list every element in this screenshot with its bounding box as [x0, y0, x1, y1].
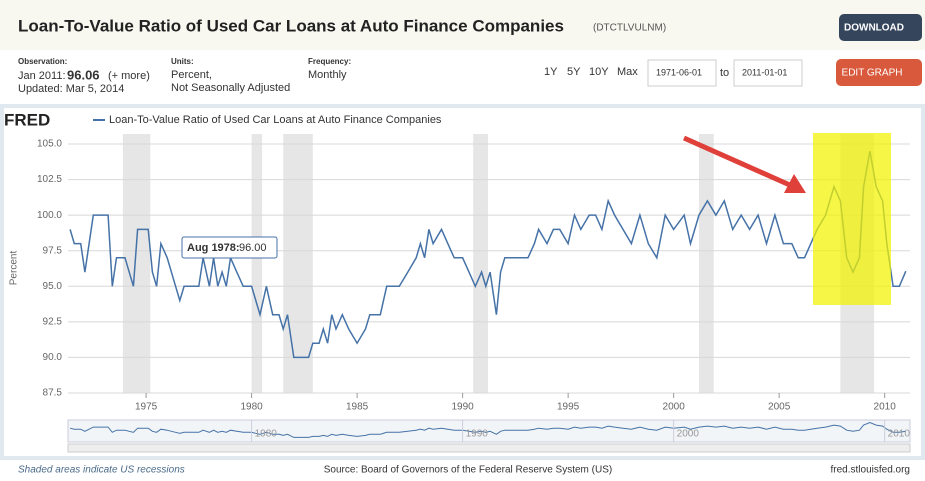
- x-tick-label: 1975: [135, 402, 158, 413]
- title: Loan-To-Value Ratio of Used Car Loans at…: [18, 16, 564, 35]
- y-tick-label: 92.5: [43, 316, 63, 327]
- range-link[interactable]: Max: [617, 66, 638, 78]
- source: Source: Board of Governors of the Federa…: [324, 465, 612, 476]
- start-input[interactable]: [647, 59, 717, 87]
- arrow: [682, 135, 794, 189]
- series-id: (DTCTLVULNM): [593, 23, 666, 34]
- header-bar: [0, 0, 925, 50]
- recession-band: [698, 134, 714, 393]
- recession-note: Shaded areas indicate US recessions: [18, 465, 185, 476]
- navigator[interactable]: [67, 419, 911, 443]
- recession-band: [251, 134, 263, 393]
- arrow-head: [784, 174, 806, 193]
- end-input[interactable]: [733, 59, 803, 87]
- frequency: Monthly: [308, 69, 347, 81]
- y-tick-label: 87.5: [43, 388, 63, 399]
- tooltip: [181, 236, 278, 259]
- edit-graph-label[interactable]: EDIT GRAPH: [842, 68, 903, 79]
- frequency-label: Frequency:: [308, 57, 351, 66]
- units: Percent,: [171, 69, 212, 81]
- units-label: Units:: [171, 57, 194, 66]
- tooltip-date: Aug 1978:: [187, 242, 240, 254]
- scrollbar[interactable]: [67, 443, 911, 453]
- x-tick-label: 2010: [874, 402, 897, 413]
- recession-band: [473, 134, 488, 393]
- download-button[interactable]: [839, 14, 922, 41]
- to-label: to: [720, 67, 729, 79]
- range-link[interactable]: 5Y: [567, 66, 581, 78]
- start-date[interactable]: 1971-06-01: [656, 67, 702, 77]
- x-tick-label: 1980: [240, 402, 263, 413]
- x-tick-label: 2000: [663, 402, 686, 413]
- y-tick-label: 105.0: [37, 139, 62, 150]
- y-tick-label: 90.0: [43, 352, 63, 363]
- legend-label: Loan-To-Value Ratio of Used Car Loans at…: [109, 114, 442, 126]
- x-tick-label: 1990: [451, 402, 474, 413]
- units: Not Seasonally Adjusted: [171, 82, 290, 94]
- observation-value: 96.06: [67, 67, 100, 82]
- y-tick-label: 95.0: [43, 281, 63, 292]
- plot-area: [68, 134, 910, 394]
- observation-label: Observation:: [18, 57, 67, 66]
- navigator-label: 2010: [888, 429, 911, 440]
- recession-band: [283, 134, 313, 393]
- x-tick-label: 1985: [346, 402, 369, 413]
- download-label[interactable]: DOWNLOAD: [844, 23, 904, 34]
- x-tick-label: 1995: [557, 402, 580, 413]
- navigator-label: 1980: [255, 429, 278, 440]
- edit-graph-button[interactable]: [836, 59, 922, 86]
- navigator-line: [69, 421, 906, 438]
- y-tick-label: 100.0: [37, 210, 62, 221]
- range-link[interactable]: 10Y: [589, 66, 609, 78]
- updated: Updated: Mar 5, 2014: [18, 83, 124, 95]
- navigator-label: 2000: [677, 429, 700, 440]
- series-line: [69, 150, 907, 359]
- y-axis-label: Percent: [9, 251, 20, 286]
- fred-logo: FRED: [4, 110, 50, 129]
- y-tick-label: 97.5: [43, 245, 63, 256]
- x-tick-label: 2005: [768, 402, 791, 413]
- y-tick-label: 102.5: [37, 174, 62, 185]
- observation-date: Jan 2011:: [18, 70, 66, 82]
- end-date[interactable]: 2011-01-01: [742, 67, 787, 77]
- range-link[interactable]: 1Y: [544, 66, 558, 78]
- site: fred.stlouisfed.org: [831, 465, 911, 476]
- navigator-label: 1990: [466, 429, 489, 440]
- highlight: [813, 133, 891, 305]
- more-link[interactable]: (+ more): [108, 70, 150, 82]
- tooltip-value: 96.00: [239, 242, 267, 254]
